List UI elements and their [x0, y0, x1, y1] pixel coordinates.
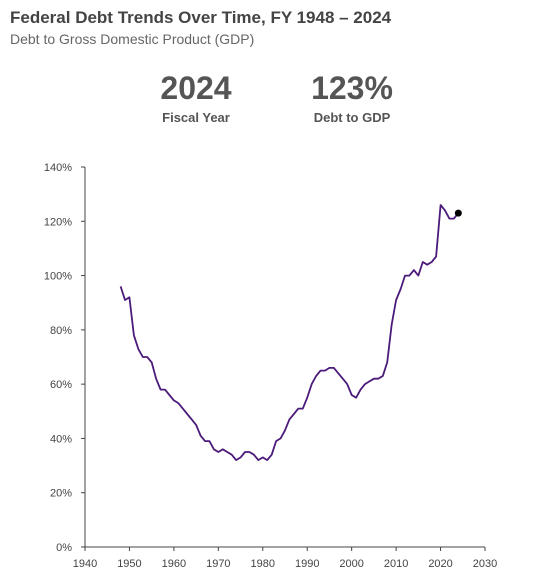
x-tick-label: 2000	[339, 558, 363, 570]
stat-fiscal-year-label: Fiscal Year	[162, 110, 230, 125]
stat-fiscal-year-value: 2024	[160, 70, 232, 106]
x-tick-label: 1970	[206, 558, 230, 570]
latest-value-point	[454, 209, 462, 217]
x-tick-label: 1950	[117, 558, 141, 570]
x-tick-label: 2030	[473, 558, 497, 570]
x-tick-label: 1960	[162, 558, 186, 570]
debt-series	[119, 204, 462, 462]
x-tick-labels: 1940 1950 1960 1970 1980 1990 2000 2010 2020 2030	[73, 558, 497, 570]
y-tick-label: 60%	[50, 379, 72, 391]
stat-debt-to-gdp-value: 123%	[311, 70, 393, 106]
x-tick-label: 1980	[251, 558, 275, 570]
y-tick-label: 140%	[44, 162, 72, 174]
stat-debt-to-gdp-label: Debt to GDP	[313, 110, 391, 125]
debt-series-line	[119, 204, 460, 462]
y-tick-label: 20%	[50, 488, 72, 500]
y-tick-label: 80%	[50, 325, 72, 337]
x-tick-label: 2010	[384, 558, 408, 570]
y-tick-label: 0%	[56, 542, 72, 554]
x-tick-label: 2020	[428, 558, 452, 570]
y-tick-label: 120%	[44, 216, 72, 228]
chart-axes	[81, 166, 486, 551]
x-tick-label: 1990	[295, 558, 319, 570]
stat-debt-to-gdp: 123% Debt to GDP	[282, 68, 422, 125]
y-tick-label: 40%	[50, 433, 72, 445]
chart-subtitle: Debt to Gross Domestic Product (GDP)	[10, 31, 255, 47]
chart-title: Federal Debt Trends Over Time, FY 1948 –…	[10, 8, 392, 27]
y-tick-labels: 0% 20% 40% 60% 80% 100% 120% 140%	[44, 162, 72, 554]
x-tick-label: 1940	[73, 558, 97, 570]
debt-line-chart: 0%20%40%60%80%100%120%140% 1940 1950 1960 1…	[44, 162, 497, 570]
y-tick-label: 100%	[44, 271, 72, 283]
stat-fiscal-year: 2024 Fiscal Year	[126, 68, 266, 125]
